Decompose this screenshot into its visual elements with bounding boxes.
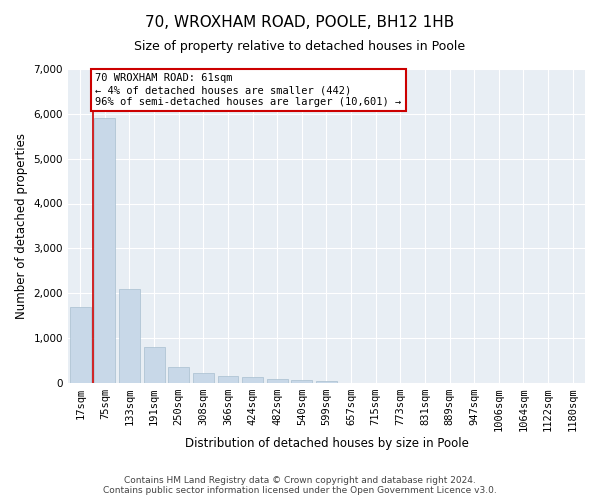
- Y-axis label: Number of detached properties: Number of detached properties: [15, 133, 28, 319]
- Bar: [316, 380, 337, 383]
- Text: 70, WROXHAM ROAD, POOLE, BH12 1HB: 70, WROXHAM ROAD, POOLE, BH12 1HB: [145, 15, 455, 30]
- Bar: [292, 380, 313, 383]
- X-axis label: Distribution of detached houses by size in Poole: Distribution of detached houses by size …: [185, 437, 469, 450]
- Bar: [193, 372, 214, 383]
- Bar: [168, 367, 189, 383]
- Bar: [70, 306, 91, 383]
- Text: Size of property relative to detached houses in Poole: Size of property relative to detached ho…: [134, 40, 466, 53]
- Bar: [267, 379, 287, 383]
- Text: Contains HM Land Registry data © Crown copyright and database right 2024.
Contai: Contains HM Land Registry data © Crown c…: [103, 476, 497, 495]
- Bar: [218, 376, 238, 383]
- Bar: [119, 288, 140, 383]
- Text: 70 WROXHAM ROAD: 61sqm
← 4% of detached houses are smaller (442)
96% of semi-det: 70 WROXHAM ROAD: 61sqm ← 4% of detached …: [95, 74, 402, 106]
- Bar: [143, 347, 164, 383]
- Bar: [242, 378, 263, 383]
- Bar: [94, 118, 115, 383]
